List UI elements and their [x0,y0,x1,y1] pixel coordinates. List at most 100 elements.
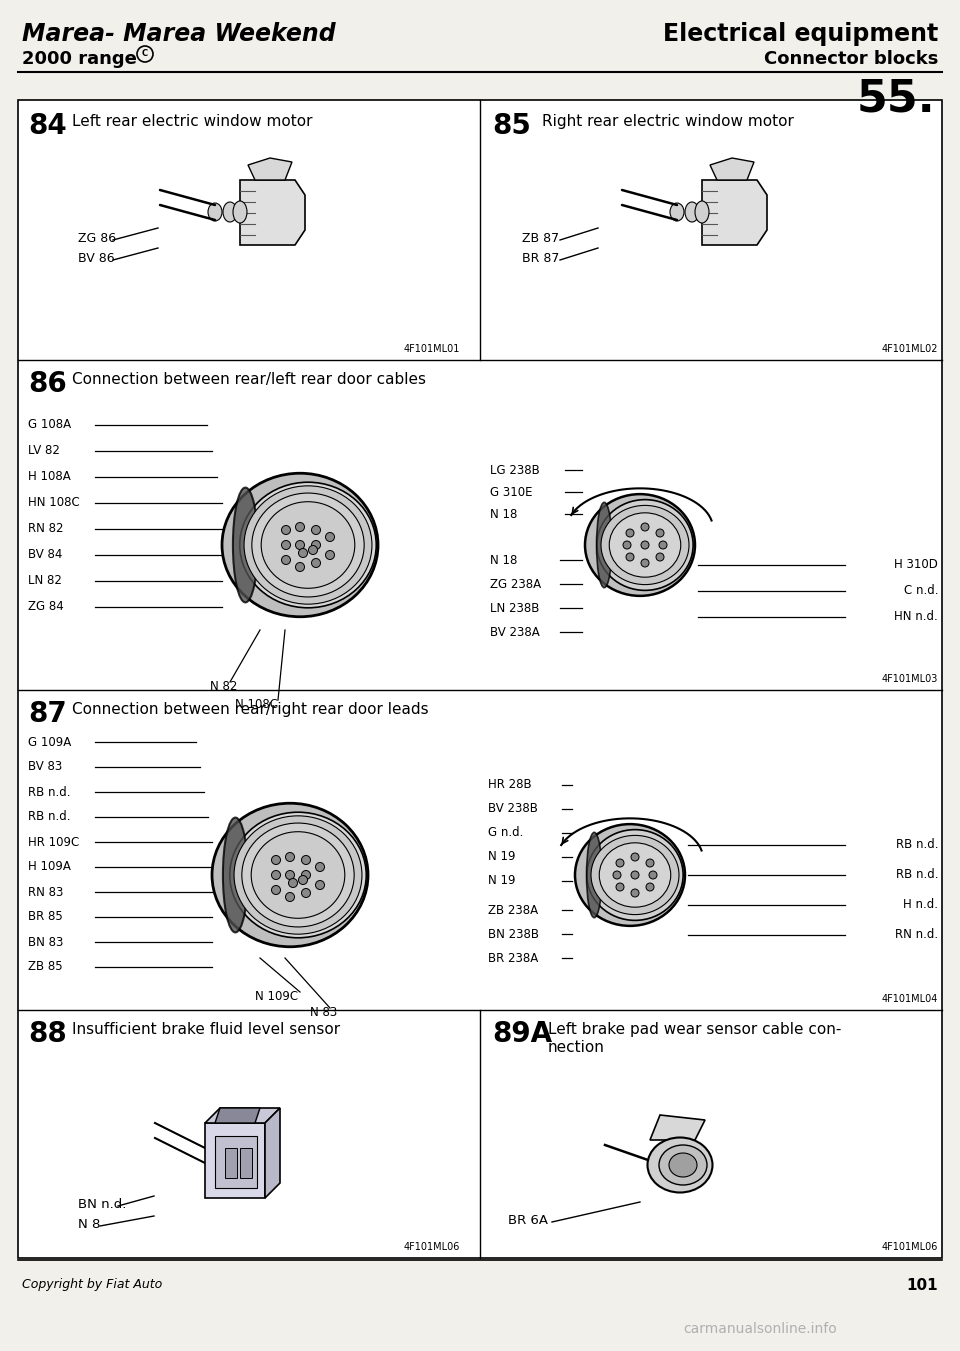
Ellipse shape [272,855,280,865]
Text: LN 82: LN 82 [28,574,61,588]
Text: LN 238B: LN 238B [490,601,540,615]
Text: N 82: N 82 [210,680,237,693]
Text: RN 82: RN 82 [28,523,63,535]
Ellipse shape [585,494,695,596]
Text: N 108C: N 108C [235,698,278,711]
Text: 4F101ML03: 4F101ML03 [881,674,938,684]
Text: 85: 85 [492,112,531,141]
Polygon shape [240,180,305,245]
Text: N 19: N 19 [488,874,516,888]
Text: carmanualsonline.info: carmanualsonline.info [684,1323,837,1336]
Ellipse shape [631,852,639,861]
Text: BV 238A: BV 238A [490,626,540,639]
Ellipse shape [616,884,624,892]
Text: H 108A: H 108A [28,470,71,484]
Text: 89A: 89A [492,1020,552,1048]
Text: G 109A: G 109A [28,735,71,748]
Ellipse shape [208,203,222,222]
Ellipse shape [316,881,324,889]
Ellipse shape [281,526,291,535]
Ellipse shape [670,203,684,222]
Text: ZB 238A: ZB 238A [488,904,539,916]
Text: 4F101ML02: 4F101ML02 [881,345,938,354]
Polygon shape [205,1108,280,1123]
Text: H 310D: H 310D [894,558,938,571]
Text: 84: 84 [28,112,67,141]
Text: BN 238B: BN 238B [488,928,539,940]
Text: BN 83: BN 83 [28,935,63,948]
Text: 88: 88 [28,1020,67,1048]
Text: Left rear electric window motor: Left rear electric window motor [72,113,313,128]
Text: N 19: N 19 [488,851,516,863]
Text: H n.d.: H n.d. [903,898,938,912]
Text: BV 86: BV 86 [78,251,114,265]
Text: G 108A: G 108A [28,419,71,431]
Text: ZG 86: ZG 86 [78,231,116,245]
Ellipse shape [613,871,621,880]
Text: ZB 87: ZB 87 [522,231,559,245]
Ellipse shape [659,540,667,549]
Text: HR 28B: HR 28B [488,778,532,792]
Ellipse shape [587,832,602,917]
Polygon shape [205,1123,265,1198]
Ellipse shape [233,488,258,603]
Text: Right rear electric window motor: Right rear electric window motor [542,113,794,128]
Ellipse shape [587,830,684,920]
Ellipse shape [285,852,295,862]
Text: 4F101ML06: 4F101ML06 [881,1242,938,1252]
Polygon shape [265,1108,280,1198]
Text: Left brake pad wear sensor cable con-: Left brake pad wear sensor cable con- [548,1021,841,1038]
Text: BR 87: BR 87 [522,251,560,265]
Ellipse shape [308,546,318,554]
Text: BV 83: BV 83 [28,761,62,774]
Ellipse shape [601,505,689,585]
Ellipse shape [233,201,247,223]
Ellipse shape [646,884,654,892]
Text: 4F101ML04: 4F101ML04 [881,994,938,1004]
Ellipse shape [599,843,671,907]
Text: Copyright by Fiat Auto: Copyright by Fiat Auto [22,1278,162,1292]
Ellipse shape [299,875,307,885]
Text: BR 85: BR 85 [28,911,62,924]
Ellipse shape [656,530,664,536]
Ellipse shape [631,889,639,897]
Ellipse shape [296,562,304,571]
Ellipse shape [240,482,376,608]
Ellipse shape [659,1146,707,1185]
Ellipse shape [575,824,685,925]
Bar [215,1136,257,1188]
Ellipse shape [649,871,657,880]
Text: BN n.d.: BN n.d. [78,1197,127,1210]
Ellipse shape [296,540,304,550]
Ellipse shape [685,203,699,222]
Text: RB n.d.: RB n.d. [896,869,938,881]
Text: BR 6A: BR 6A [508,1213,548,1227]
Ellipse shape [296,523,304,531]
Text: BV 238B: BV 238B [488,802,538,816]
Text: LG 238B: LG 238B [490,463,540,477]
Text: 4F101ML01: 4F101ML01 [403,345,460,354]
Ellipse shape [641,523,649,531]
Ellipse shape [325,532,334,542]
Ellipse shape [626,530,634,536]
Text: 101: 101 [906,1278,938,1293]
Text: H 109A: H 109A [28,861,71,874]
Ellipse shape [289,878,298,888]
Text: ZG 84: ZG 84 [28,600,63,613]
Ellipse shape [325,550,334,559]
Text: Electrical equipment: Electrical equipment [662,22,938,46]
Ellipse shape [285,870,295,880]
Ellipse shape [223,203,237,222]
Bar [240,1148,252,1178]
Ellipse shape [626,553,634,561]
Ellipse shape [631,871,639,880]
Ellipse shape [261,501,355,588]
Polygon shape [248,158,292,180]
Text: BR 238A: BR 238A [488,951,539,965]
Ellipse shape [242,823,354,927]
Text: ZB 85: ZB 85 [28,961,62,974]
Ellipse shape [656,553,664,561]
Ellipse shape [285,893,295,901]
Ellipse shape [252,493,364,597]
Ellipse shape [647,1138,712,1193]
